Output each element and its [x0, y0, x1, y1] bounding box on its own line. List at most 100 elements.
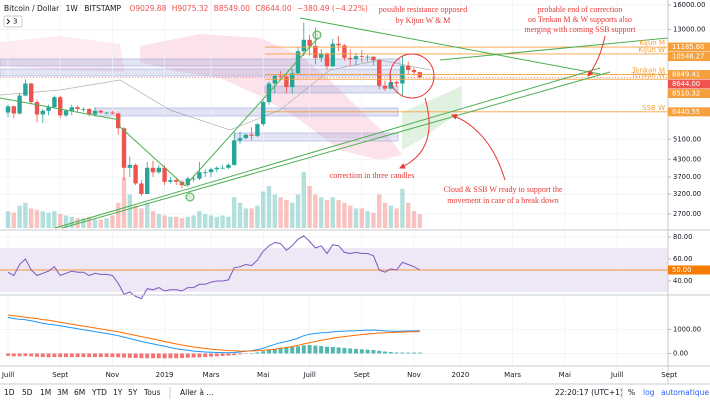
candle-body	[11, 106, 16, 114]
ohlc-open: O9029.88	[129, 4, 166, 13]
range-button[interactable]: 5D	[22, 388, 33, 397]
range-button[interactable]: 3M	[57, 388, 68, 397]
candle-body	[104, 112, 109, 114]
range-button[interactable]: YTD	[91, 388, 107, 397]
volume-bar	[266, 186, 272, 228]
log-toggle[interactable]: log	[643, 388, 655, 397]
candle-body	[301, 39, 306, 52]
volume-bar	[342, 202, 347, 228]
price-axis-bg	[668, 0, 710, 384]
x-tick-label: Sept	[52, 371, 68, 379]
volume-bar	[261, 191, 266, 228]
histogram-bar	[220, 353, 225, 356]
candle-body	[272, 75, 277, 84]
trendline	[299, 17, 601, 75]
candle-body	[52, 97, 57, 108]
exchange: BITSTAMP	[84, 4, 121, 13]
volume-bar	[411, 211, 417, 228]
cloud-area	[0, 36, 125, 72]
candle-body	[232, 140, 237, 165]
symbol: Bitcoin / Dollar	[4, 4, 60, 13]
histogram-bar	[174, 353, 179, 359]
volume-bar	[17, 205, 22, 228]
candle-body	[330, 43, 335, 67]
candle-body	[203, 172, 208, 174]
volume-bar	[150, 211, 156, 228]
chevron[interactable]	[6, 18, 11, 25]
volume-bar	[179, 218, 185, 228]
clock[interactable]: 22:20:17 (UTC+1)	[555, 388, 623, 397]
candle-body	[81, 108, 86, 110]
signal-marker	[312, 30, 322, 40]
volume-bar	[319, 197, 324, 228]
volume-bar	[417, 214, 422, 228]
macd-line	[7, 314, 420, 352]
histogram-bar	[75, 353, 80, 358]
zone	[0, 68, 401, 77]
candle-body	[197, 172, 202, 179]
volume-bar	[52, 211, 57, 228]
candle-body	[388, 82, 393, 89]
volume-bar	[23, 202, 28, 228]
candle-body	[295, 51, 301, 74]
volume-bar	[232, 197, 237, 228]
candle-body	[92, 110, 98, 115]
candle-body	[156, 167, 161, 173]
frame	[0, 0, 710, 385]
auto-toggle[interactable]: automatique	[661, 388, 709, 397]
volume-bar	[400, 188, 405, 228]
price-label-box	[668, 42, 710, 52]
range-button[interactable]: Tous	[143, 388, 161, 397]
range-button[interactable]: 1M	[40, 388, 51, 397]
histogram-bar	[209, 353, 213, 357]
annotation: correction in three candles	[330, 171, 415, 180]
histogram-bar	[168, 353, 173, 359]
indicator-count[interactable]: 3	[13, 18, 17, 26]
annotation: by Kijun W & M	[396, 16, 451, 25]
volume-bar	[63, 215, 69, 228]
trendline	[54, 67, 601, 229]
candle-body	[382, 85, 388, 89]
price-label: 10548.27	[672, 53, 704, 61]
histogram-bar	[365, 349, 370, 354]
trendline	[0, 97, 121, 121]
toggle-box[interactable]	[3, 15, 23, 28]
volume-bar	[272, 194, 277, 228]
volume-bar	[214, 216, 219, 228]
midline-label-box	[668, 265, 710, 275]
highlight-circle	[389, 53, 435, 99]
range-button[interactable]: 6M	[74, 388, 85, 397]
percent-toggle[interactable]: %	[628, 388, 635, 397]
cloud-area	[402, 86, 462, 150]
histogram-bar	[17, 353, 22, 357]
histogram-bar	[58, 353, 63, 358]
candle-body	[40, 110, 45, 115]
price-label-box	[668, 52, 710, 62]
histogram-bar	[238, 353, 242, 355]
histogram-bar	[406, 352, 411, 354]
candle-body	[278, 75, 283, 77]
level-name: SSB W	[642, 104, 665, 112]
range-button[interactable]: 1Y	[113, 388, 123, 397]
candle-body	[87, 108, 92, 115]
histogram-bar	[359, 349, 364, 354]
histogram-bar	[226, 353, 231, 356]
range-button[interactable]: 5Y	[128, 388, 138, 397]
price-label-box	[668, 89, 710, 99]
indicators-toggle[interactable]: 3	[3, 15, 23, 28]
candle-body	[63, 110, 69, 116]
candle-body	[98, 110, 103, 113]
histogram-bar	[319, 346, 324, 354]
range-button[interactable]: 1D	[4, 388, 15, 397]
goto-date[interactable]: Aller à ...	[180, 388, 214, 397]
volume-bar	[307, 186, 312, 228]
histogram-bar	[122, 353, 126, 358]
volume-bar	[365, 211, 370, 228]
candle-body	[394, 82, 399, 84]
volume-bar	[290, 202, 295, 228]
x-tick-label: Sept	[661, 371, 677, 379]
histogram-bar	[388, 352, 393, 354]
histogram-bar	[330, 346, 335, 354]
level-name: Kijun M	[639, 39, 665, 47]
